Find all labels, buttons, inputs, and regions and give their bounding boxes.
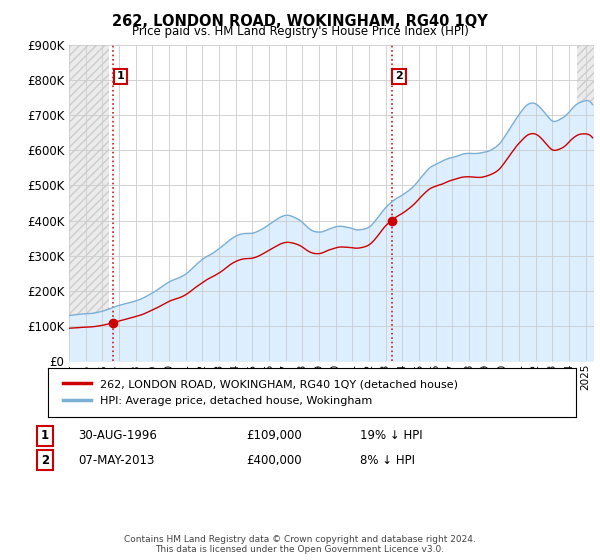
Text: 19% ↓ HPI: 19% ↓ HPI (360, 429, 422, 442)
Text: Contains HM Land Registry data © Crown copyright and database right 2024.
This d: Contains HM Land Registry data © Crown c… (124, 535, 476, 554)
Legend: 262, LONDON ROAD, WOKINGHAM, RG40 1QY (detached house), HPI: Average price, deta: 262, LONDON ROAD, WOKINGHAM, RG40 1QY (d… (59, 375, 463, 410)
Text: 1: 1 (117, 72, 125, 81)
Text: 262, LONDON ROAD, WOKINGHAM, RG40 1QY: 262, LONDON ROAD, WOKINGHAM, RG40 1QY (112, 14, 488, 29)
Text: £109,000: £109,000 (246, 429, 302, 442)
Text: Price paid vs. HM Land Registry's House Price Index (HPI): Price paid vs. HM Land Registry's House … (131, 25, 469, 38)
Text: 8% ↓ HPI: 8% ↓ HPI (360, 454, 415, 467)
Bar (69, 45, 109, 361)
Text: 30-AUG-1996: 30-AUG-1996 (78, 429, 157, 442)
Text: £400,000: £400,000 (246, 454, 302, 467)
Text: 1: 1 (41, 429, 49, 442)
Text: 07-MAY-2013: 07-MAY-2013 (78, 454, 154, 467)
Text: 2: 2 (395, 72, 403, 81)
Bar (577, 45, 594, 361)
Text: 2: 2 (41, 454, 49, 467)
